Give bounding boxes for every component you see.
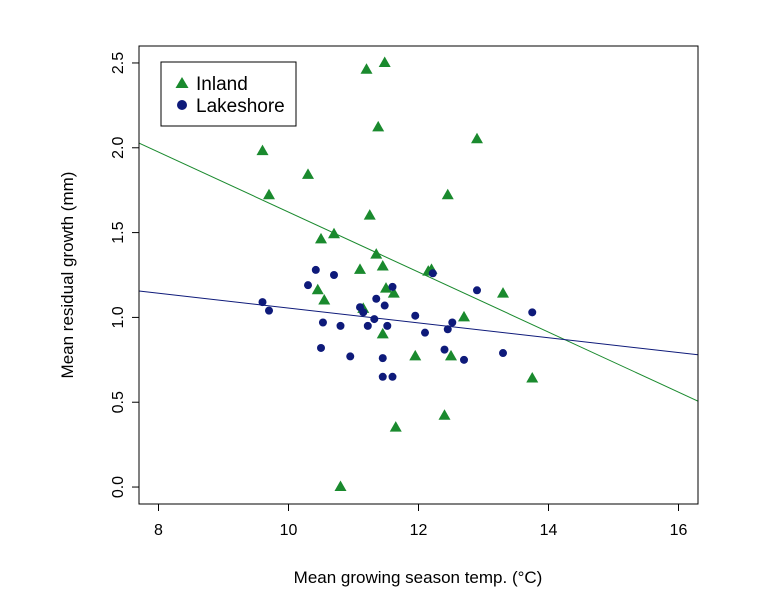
inland-point [315,232,327,244]
lakeshore-point [499,349,507,358]
lakeshore-point [304,281,312,290]
y-tick-label: 2.0 [110,137,127,159]
inland-point [372,120,385,132]
lakeshore-point [370,315,379,324]
lakeshore-point [380,301,389,310]
lakeshore-point [388,282,397,291]
lakeshore-point [311,265,320,274]
inland-point [328,227,340,239]
y-tick-label: 0.0 [110,476,127,498]
inland-point [438,409,451,420]
lakeshore-point [372,294,381,303]
x-axis-label: Mean growing season temp. (°C) [294,568,543,587]
inland-point [409,349,422,361]
legend: Inland Lakeshore [160,61,297,127]
lakeshore-point [378,354,387,363]
lakeshore-point [378,372,387,381]
inland-point [334,480,347,492]
lakeshore-point [363,321,372,330]
y-axis-label: Mean residual growth (mm) [58,172,77,379]
inland-point [354,263,366,274]
lakeshore-point [359,308,368,317]
lakeshore-point [448,318,457,327]
lakeshore-point [317,343,325,352]
inland-point [318,293,331,305]
x-tick-label: 14 [540,522,558,539]
inland-point [441,188,454,200]
regression-lines [139,142,698,402]
inland-fit-line [139,142,698,402]
x-tick-label: 8 [154,522,163,539]
inland-point [311,283,324,295]
inland-point [526,371,539,383]
inland-point [387,287,400,298]
legend-label-inland: Inland [196,74,248,95]
data-points [256,56,539,492]
lakeshore-point [346,352,355,361]
inland-point [302,168,314,179]
inland-point [380,282,392,293]
lakeshore-point [460,355,468,364]
inland-point [389,421,402,432]
lakeshore-fit-line [139,290,698,356]
inland-point [263,188,275,200]
x-tick-label: 10 [280,522,298,539]
lakeshore-point [443,325,452,334]
y-tick-label: 2.5 [110,52,127,74]
inland-point [376,260,389,271]
x-tick-label: 12 [410,522,428,539]
inland-point [378,56,391,67]
y-tick-label: 1.5 [110,221,127,243]
inland-point [363,209,376,220]
inland-point [360,63,373,74]
lakeshore-point [421,328,429,337]
x-axis: 8 10 12 14 16 [154,504,688,539]
lakeshore-point [388,372,397,381]
legend-triangle-icon [175,77,189,88]
inland-point [370,248,383,259]
inland-point [376,327,389,339]
y-tick-label: 1.0 [110,306,127,328]
lakeshore-point [473,286,481,295]
inland-point [445,349,457,361]
x-tick-label: 16 [670,522,688,539]
lakeshore-point [330,271,338,279]
y-axis: 0.0 0.5 1.0 1.5 2.0 2.5 [110,52,139,498]
lakeshore-point [265,306,273,315]
lakeshore-point [440,345,449,354]
lakeshore-point [411,311,420,320]
inland-point [497,287,509,298]
lakeshore-point [336,321,345,330]
inland-point [471,132,483,144]
legend-circle-icon [177,100,187,110]
lakeshore-point [428,269,437,278]
lakeshore-point [318,318,327,327]
lakeshore-point [258,298,267,307]
lakeshore-point [383,321,392,330]
y-tick-label: 0.5 [110,391,127,413]
legend-label-lakeshore: Lakeshore [196,96,285,117]
inland-point [458,310,470,322]
lakeshore-point [528,308,537,317]
inland-point [256,144,269,156]
legend-box [160,61,297,127]
